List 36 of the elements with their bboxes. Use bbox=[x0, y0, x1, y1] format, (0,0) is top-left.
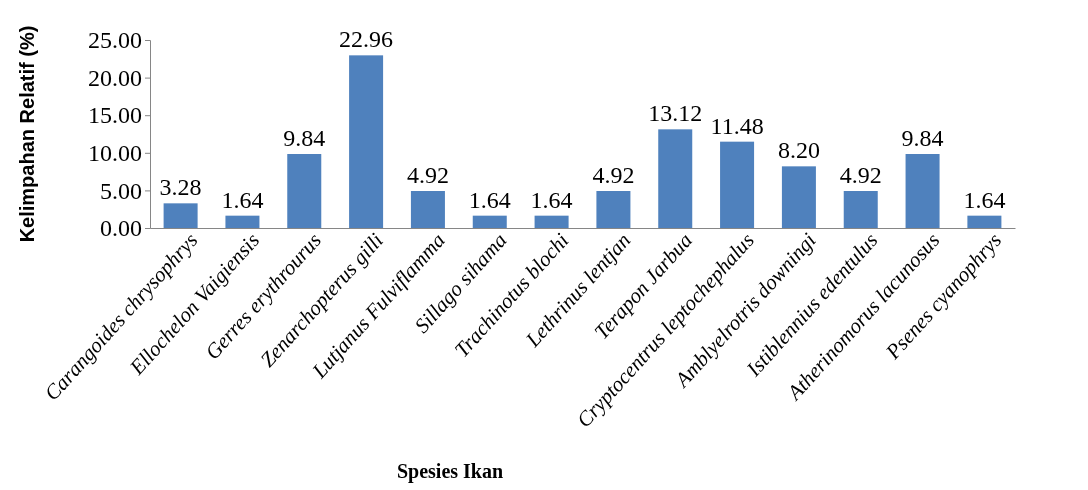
bar bbox=[472, 215, 507, 228]
data-label: 3.28 bbox=[159, 174, 202, 201]
data-label: 1.64 bbox=[468, 186, 511, 213]
bar bbox=[287, 154, 322, 228]
data-label: 22.96 bbox=[339, 26, 394, 53]
data-label: 4.92 bbox=[839, 162, 882, 188]
y-tick-label: 15.00 bbox=[88, 102, 142, 129]
data-label: 11.48 bbox=[710, 112, 764, 139]
x-axis-title: Spesies Ikan bbox=[396, 460, 504, 483]
data-label: 1.64 bbox=[963, 186, 1006, 213]
bar bbox=[843, 191, 878, 228]
data-label: 1.64 bbox=[530, 186, 573, 213]
bar bbox=[720, 141, 755, 228]
data-label: 9.84 bbox=[283, 125, 326, 151]
bar bbox=[163, 203, 198, 228]
y-tick-label: 5.00 bbox=[100, 177, 142, 204]
bar bbox=[967, 215, 1002, 228]
bar bbox=[534, 215, 569, 228]
y-axis-title: Kelimpahan Relatif (%) bbox=[16, 25, 38, 243]
bar bbox=[410, 191, 445, 228]
y-tick-label: 0.00 bbox=[100, 215, 142, 242]
data-label: 4.92 bbox=[406, 162, 449, 188]
y-tick-label: 25.00 bbox=[88, 27, 142, 54]
bar bbox=[905, 154, 940, 228]
bar bbox=[349, 55, 384, 228]
bar bbox=[596, 191, 631, 228]
data-label: 4.92 bbox=[592, 162, 635, 188]
data-label: 9.84 bbox=[901, 125, 944, 151]
bar bbox=[658, 129, 693, 228]
bar bbox=[781, 166, 816, 228]
bar bbox=[225, 215, 260, 228]
y-tick-label: 10.00 bbox=[88, 139, 142, 166]
data-label: 8.20 bbox=[777, 137, 820, 164]
y-tick-label: 20.00 bbox=[88, 64, 142, 91]
data-label: 1.64 bbox=[221, 186, 264, 213]
data-label: 13.12 bbox=[648, 100, 703, 127]
